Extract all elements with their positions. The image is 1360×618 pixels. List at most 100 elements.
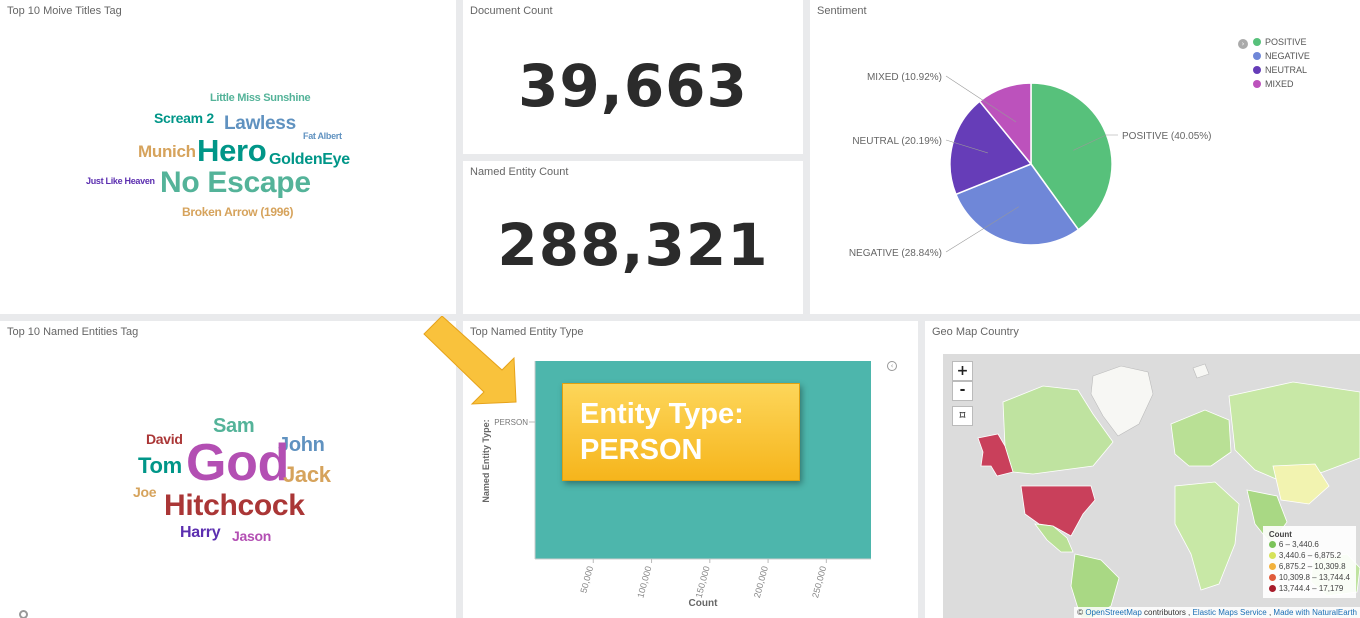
panel-title: Top 10 Named Entities Tag xyxy=(7,326,139,338)
y-category-label: PERSON xyxy=(494,418,528,427)
map-legend-label: 10,309.8 – 13,744.4 xyxy=(1278,573,1350,582)
map-legend-title: Count xyxy=(1268,530,1292,539)
map-legend-swatch xyxy=(1268,541,1276,548)
legend-item-negative[interactable]: NEGATIVE xyxy=(1253,51,1310,61)
panel-title: Document Count xyxy=(470,5,553,17)
cloud-word[interactable]: GoldenEye xyxy=(269,151,350,168)
map-legend-label: 6 – 3,440.6 xyxy=(1278,540,1319,549)
map-legend-swatch xyxy=(1268,574,1276,581)
options-gear-icon[interactable] xyxy=(19,610,28,618)
zoom-in-button[interactable]: + xyxy=(952,361,973,381)
world-map[interactable]: + - ⌑ Count 6 – 3,440.6 3,440.6 – 6,875.2… xyxy=(943,354,1360,618)
legend-swatch xyxy=(1253,38,1261,46)
pie-slice-positive[interactable] xyxy=(1030,82,1113,231)
island-svalbard xyxy=(1192,363,1210,379)
cloud-word[interactable]: Just Like Heaven xyxy=(86,176,155,186)
pie-label-leader xyxy=(945,206,1019,253)
map-attribution: © OpenStreetMap contributors , Elastic M… xyxy=(1074,607,1360,618)
cloud-word[interactable]: No Escape xyxy=(160,166,311,199)
entity-type-callout: Entity Type: PERSON xyxy=(562,383,800,481)
pie-slice-negative[interactable] xyxy=(954,163,1080,246)
attribution-prefix: © xyxy=(1077,608,1086,617)
x-tick-label: 200,000 xyxy=(752,565,770,599)
cloud-word[interactable]: Little Miss Sunshine xyxy=(210,92,311,104)
map-legend-row: 6 – 3,440.6 xyxy=(1268,539,1350,550)
cloud-word[interactable]: Harry xyxy=(180,524,221,541)
cloud-word[interactable]: Fat Albert xyxy=(303,131,342,141)
map-legend-label: 6,875.2 – 10,309.8 xyxy=(1278,562,1346,571)
cloud-word[interactable]: Broken Arrow (1996) xyxy=(182,205,294,219)
document-count-panel: Document Count 39,663 xyxy=(463,0,803,154)
country-greenland xyxy=(1090,365,1154,437)
map-legend-swatch xyxy=(1268,552,1276,559)
country-mexico xyxy=(1034,523,1074,553)
pie-slice-neutral[interactable] xyxy=(949,100,1033,196)
panel-title: Top Named Entity Type xyxy=(470,326,584,338)
cloud-word[interactable]: Joe xyxy=(133,484,157,500)
panel-title: Sentiment xyxy=(817,5,867,17)
cloud-word[interactable]: Sam xyxy=(213,415,255,437)
cloud-word[interactable]: Lawless xyxy=(224,113,296,134)
attribution-sep: , xyxy=(1266,608,1274,617)
cloud-word[interactable]: God xyxy=(186,434,290,492)
cloud-word[interactable]: Hero xyxy=(197,133,267,168)
map-legend-row: 10,309.8 – 13,744.4 xyxy=(1268,572,1350,583)
region-europe xyxy=(1170,409,1232,467)
legend-item-neutral[interactable]: NEUTRAL xyxy=(1253,65,1307,75)
pie-slice-label: NEUTRAL (20.19%) xyxy=(852,136,942,147)
sentiment-pie-chart: POSITIVE (40.05%) NEGATIVE (28.84%) NEUTRA… xyxy=(849,72,1212,259)
map-legend-label: 13,744.4 – 17,179 xyxy=(1278,584,1344,593)
legend-swatch xyxy=(1253,80,1261,88)
legend-swatch xyxy=(1253,52,1261,60)
cloud-word[interactable]: Scream 2 xyxy=(154,110,214,126)
fit-bounds-icon[interactable]: ⌑ xyxy=(952,406,973,426)
panel-title: Geo Map Country xyxy=(932,326,1019,338)
movie-titles-panel: Top 10 Moive Titles Tag Little Miss Suns… xyxy=(0,0,456,314)
cloud-word[interactable]: John xyxy=(278,434,325,456)
attribution-mid: contributors , xyxy=(1141,608,1193,617)
region-asia xyxy=(1228,381,1360,483)
country-usa xyxy=(1020,485,1096,537)
x-tick-label: 100,000 xyxy=(635,565,653,599)
pie-slice-mixed[interactable] xyxy=(978,82,1032,167)
map-legend-row: 13,744.4 – 17,179 xyxy=(1268,583,1350,594)
cloud-word[interactable]: Tom xyxy=(138,453,182,478)
zoom-out-button[interactable]: - xyxy=(952,381,973,401)
legend-toggle-icon[interactable]: ‹ xyxy=(887,361,897,371)
document-count-value: 39,663 xyxy=(518,52,748,120)
x-tick-label: 50,000 xyxy=(578,565,595,594)
pie-label-leader xyxy=(945,75,1017,123)
cloud-word[interactable]: Hitchcock xyxy=(164,489,305,522)
map-legend: Count 6 – 3,440.6 3,440.6 – 6,875.2 6,875.… xyxy=(1262,526,1356,598)
pie-label-leader xyxy=(945,139,988,154)
map-legend-swatch xyxy=(1268,563,1276,570)
named-entity-count-value: 288,321 xyxy=(497,211,769,279)
geo-map-panel: Geo Map Country xyxy=(925,321,1360,618)
attribution-ems-link[interactable]: Elastic Maps Service xyxy=(1192,608,1267,617)
y-axis-title: Named Entity Type: xyxy=(481,419,491,502)
cloud-word[interactable]: David xyxy=(146,431,183,447)
x-axis-title: Count xyxy=(689,598,719,609)
named-entities-panel: Top 10 Named Entities Tag Sam David John To… xyxy=(0,321,456,618)
panel-title: Top 10 Moive Titles Tag xyxy=(7,5,122,17)
legend-item-positive[interactable]: POSITIVE xyxy=(1253,37,1307,47)
x-tick-label: 250,000 xyxy=(810,565,828,599)
legend-label: POSITIVE xyxy=(1265,37,1307,47)
attribution-ne-link[interactable]: Made with NaturalEarth xyxy=(1273,608,1357,617)
cloud-word[interactable]: Jack xyxy=(283,462,331,487)
country-usa-alaska xyxy=(977,433,1014,477)
map-legend-row: 3,440.6 – 6,875.2 xyxy=(1268,550,1350,561)
panel-title: Named Entity Count xyxy=(470,166,569,178)
legend-label: NEGATIVE xyxy=(1265,51,1310,61)
legend-item-mixed[interactable]: MIXED xyxy=(1253,79,1294,89)
attribution-osm-link[interactable]: OpenStreetMap xyxy=(1085,608,1142,617)
cloud-word[interactable]: Munich xyxy=(138,142,196,161)
cloud-word[interactable]: Jason xyxy=(232,528,271,544)
legend-label: NEUTRAL xyxy=(1265,65,1308,75)
callout-line-2: PERSON xyxy=(580,434,703,466)
pie-slice-label: NEGATIVE (28.84%) xyxy=(849,248,942,259)
pie-label-leader xyxy=(1073,134,1118,151)
region-africa xyxy=(1174,481,1240,591)
x-tick-label: 150,000 xyxy=(694,565,712,599)
legend-toggle-icon[interactable]: › xyxy=(1238,39,1248,49)
